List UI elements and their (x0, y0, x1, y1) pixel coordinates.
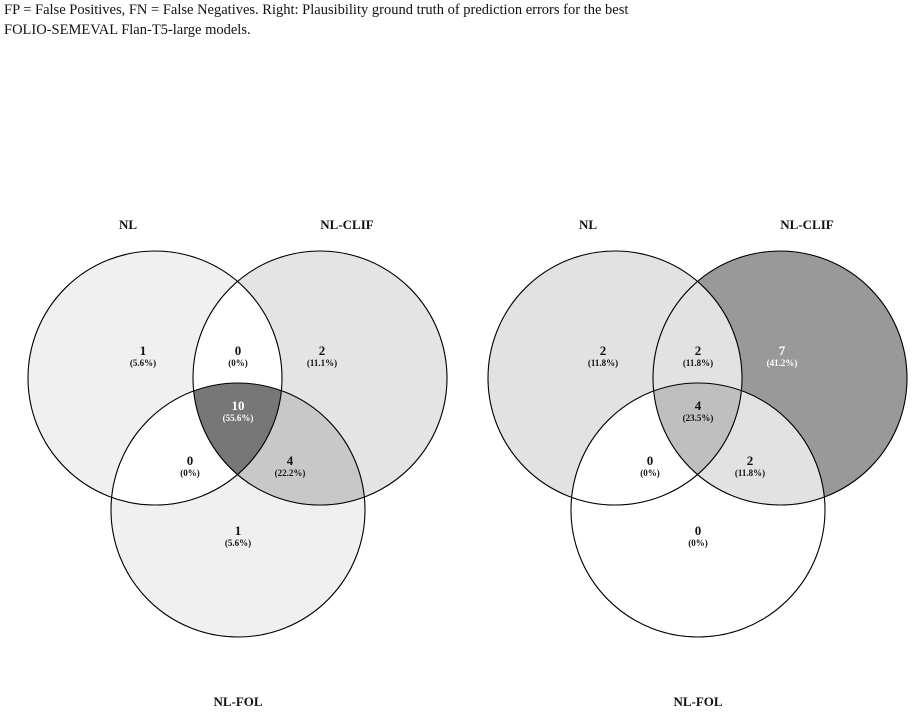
region-count: 0 (187, 453, 194, 468)
set-circle (487, 250, 743, 506)
region-percent: (11.8%) (735, 468, 765, 478)
venn-diagram: 2(11.8%)2(11.8%)7(41.2%)0(0%)4(23.5%)2(1… (487, 217, 908, 709)
region-count: 1 (140, 343, 147, 358)
region-count: 0 (695, 523, 702, 538)
region-percent: (11.8%) (588, 358, 618, 368)
region-count: 2 (319, 343, 326, 358)
region-count: 2 (600, 343, 607, 358)
region-count: 7 (779, 343, 786, 358)
set-circle (652, 250, 908, 506)
set-label: NL (579, 217, 597, 232)
set-label: NL-FOL (673, 694, 722, 709)
region-percent: (5.6%) (225, 538, 251, 548)
set-label: NL-FOL (213, 694, 262, 709)
region-percent: (0%) (228, 358, 248, 368)
region-percent: (55.6%) (223, 413, 254, 423)
region-percent: (0%) (640, 468, 660, 478)
region-count: 4 (287, 453, 294, 468)
region-percent: (0%) (688, 538, 708, 548)
region-count: 2 (695, 343, 702, 358)
set-circle (110, 382, 366, 638)
region-count: 0 (647, 453, 654, 468)
set-circle (192, 250, 448, 506)
set-label: NL-CLIF (320, 217, 374, 232)
set-circle (570, 382, 826, 638)
region-count: 0 (235, 343, 242, 358)
caption-line: FOLIO-SEMEVAL Flan-T5-large models. (4, 22, 251, 38)
region-percent: (22.2%) (275, 468, 306, 478)
region-percent: (41.2%) (767, 358, 798, 368)
venn-diagram: 1(5.6%)0(0%)2(11.1%)0(0%)10(55.6%)4(22.2… (27, 217, 448, 709)
region-percent: (0%) (180, 468, 200, 478)
region-count: 10 (232, 398, 245, 413)
set-circle (27, 250, 283, 506)
set-label: NL-CLIF (780, 217, 834, 232)
region-count: 2 (747, 453, 754, 468)
region-percent: (23.5%) (683, 413, 714, 423)
venn-region (111, 383, 365, 637)
region-count: 1 (235, 523, 242, 538)
region-count: 4 (695, 398, 702, 413)
region-percent: (5.6%) (130, 358, 156, 368)
caption-line: FP = False Positives, FN = False Negativ… (4, 2, 628, 18)
region-percent: (11.1%) (307, 358, 337, 368)
region-percent: (11.8%) (683, 358, 713, 368)
set-label: NL (119, 217, 137, 232)
venn-region (571, 383, 825, 637)
